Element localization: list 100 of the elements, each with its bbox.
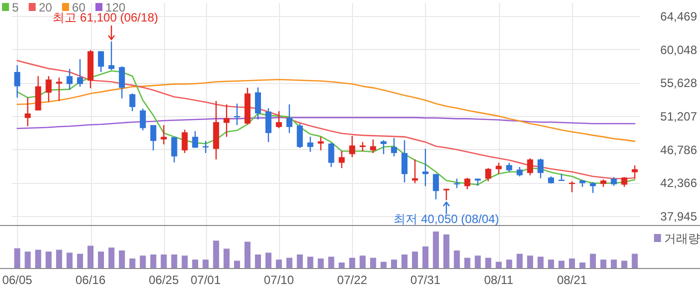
candlestick xyxy=(307,136,314,152)
bar xyxy=(548,260,554,268)
bar xyxy=(88,246,94,268)
bar xyxy=(98,252,104,268)
bar xyxy=(202,260,209,268)
bar xyxy=(391,260,398,268)
bar xyxy=(129,258,136,268)
bar xyxy=(600,260,606,268)
bar xyxy=(349,258,356,268)
y-tick-label: 55,628 xyxy=(660,76,698,90)
candlestick xyxy=(454,178,460,189)
candlestick xyxy=(171,136,178,164)
candlestick xyxy=(538,158,544,179)
bar xyxy=(422,246,428,268)
bar xyxy=(496,262,502,268)
candlestick xyxy=(254,86,261,120)
bar xyxy=(464,258,470,268)
bar xyxy=(77,254,84,268)
x-tick-label: 06/25 xyxy=(148,273,180,287)
candlestick xyxy=(286,104,292,134)
bar xyxy=(171,254,178,268)
bar xyxy=(296,254,303,268)
candlestick xyxy=(527,158,534,176)
x-tick-label: 07/22 xyxy=(337,273,368,287)
candlestick xyxy=(464,177,470,190)
candlestick xyxy=(506,162,512,172)
bar xyxy=(35,250,42,268)
bar xyxy=(224,248,230,268)
x-tick-label: 06/05 xyxy=(2,273,33,287)
bar xyxy=(265,252,272,268)
bar xyxy=(160,254,167,268)
candlestick xyxy=(485,167,492,182)
candlestick xyxy=(46,76,52,102)
candlestick xyxy=(192,130,198,148)
bar xyxy=(610,260,617,268)
candlestick xyxy=(129,92,136,112)
candlestick xyxy=(296,123,303,149)
candlestick xyxy=(432,173,439,200)
candlestick xyxy=(328,142,334,168)
bar xyxy=(182,256,188,268)
candlestick xyxy=(14,64,20,98)
bar xyxy=(402,254,408,268)
candlestick xyxy=(590,181,596,194)
bar xyxy=(234,260,240,268)
candlestick xyxy=(202,140,209,154)
candlestick xyxy=(182,129,188,154)
x-tick-label: 07/10 xyxy=(264,273,294,287)
candlestick xyxy=(160,124,167,145)
candlestick xyxy=(474,178,481,186)
bar xyxy=(46,252,52,268)
bar xyxy=(527,256,534,268)
legend-label: 거래량 xyxy=(664,232,700,246)
y-tick-label: 37,945 xyxy=(660,209,698,224)
bar xyxy=(286,258,292,268)
y-tick-label: 51,207 xyxy=(660,110,698,124)
bar xyxy=(276,260,282,268)
bar xyxy=(538,256,544,268)
bar xyxy=(370,258,376,268)
candlestick xyxy=(370,138,376,154)
candlestick xyxy=(402,140,408,184)
bar xyxy=(579,262,586,268)
bar xyxy=(443,234,450,268)
candlestick xyxy=(349,135,356,158)
candlestick xyxy=(276,110,282,129)
bar xyxy=(432,232,439,268)
candlestick xyxy=(621,176,628,188)
bar xyxy=(590,254,596,268)
legend-label: 5 xyxy=(12,0,19,14)
bar xyxy=(338,262,345,268)
y-tick-label: 64,469 xyxy=(660,10,698,24)
bar xyxy=(108,248,114,268)
bar xyxy=(307,256,314,268)
bar xyxy=(632,254,638,268)
bar xyxy=(474,256,481,268)
bar xyxy=(56,250,62,268)
bar xyxy=(150,254,156,268)
x-tick-label: 06/16 xyxy=(75,273,106,287)
bar xyxy=(568,258,575,268)
x-tick-label: 07/31 xyxy=(410,273,441,287)
candlestick xyxy=(265,108,272,143)
candlestick xyxy=(360,141,366,152)
bar xyxy=(516,254,523,268)
x-tick-label: 08/11 xyxy=(484,273,514,287)
x-tick-label: 07/01 xyxy=(190,273,221,287)
x-tick-label: 08/21 xyxy=(556,273,588,287)
y-tick-label: 42,366 xyxy=(660,176,698,190)
bar xyxy=(485,258,492,268)
bar xyxy=(254,254,261,268)
bar xyxy=(213,240,220,268)
bar xyxy=(118,250,125,268)
candlestick xyxy=(632,164,638,180)
bar xyxy=(360,256,366,268)
candlestick xyxy=(108,40,114,71)
bar xyxy=(318,258,324,268)
candlestick xyxy=(150,124,156,151)
legend-label: 20 xyxy=(38,0,52,14)
bar xyxy=(328,256,334,268)
bar xyxy=(412,252,418,268)
bar xyxy=(380,262,387,268)
annotation: 최저 40,050 (08/04) xyxy=(394,212,500,226)
